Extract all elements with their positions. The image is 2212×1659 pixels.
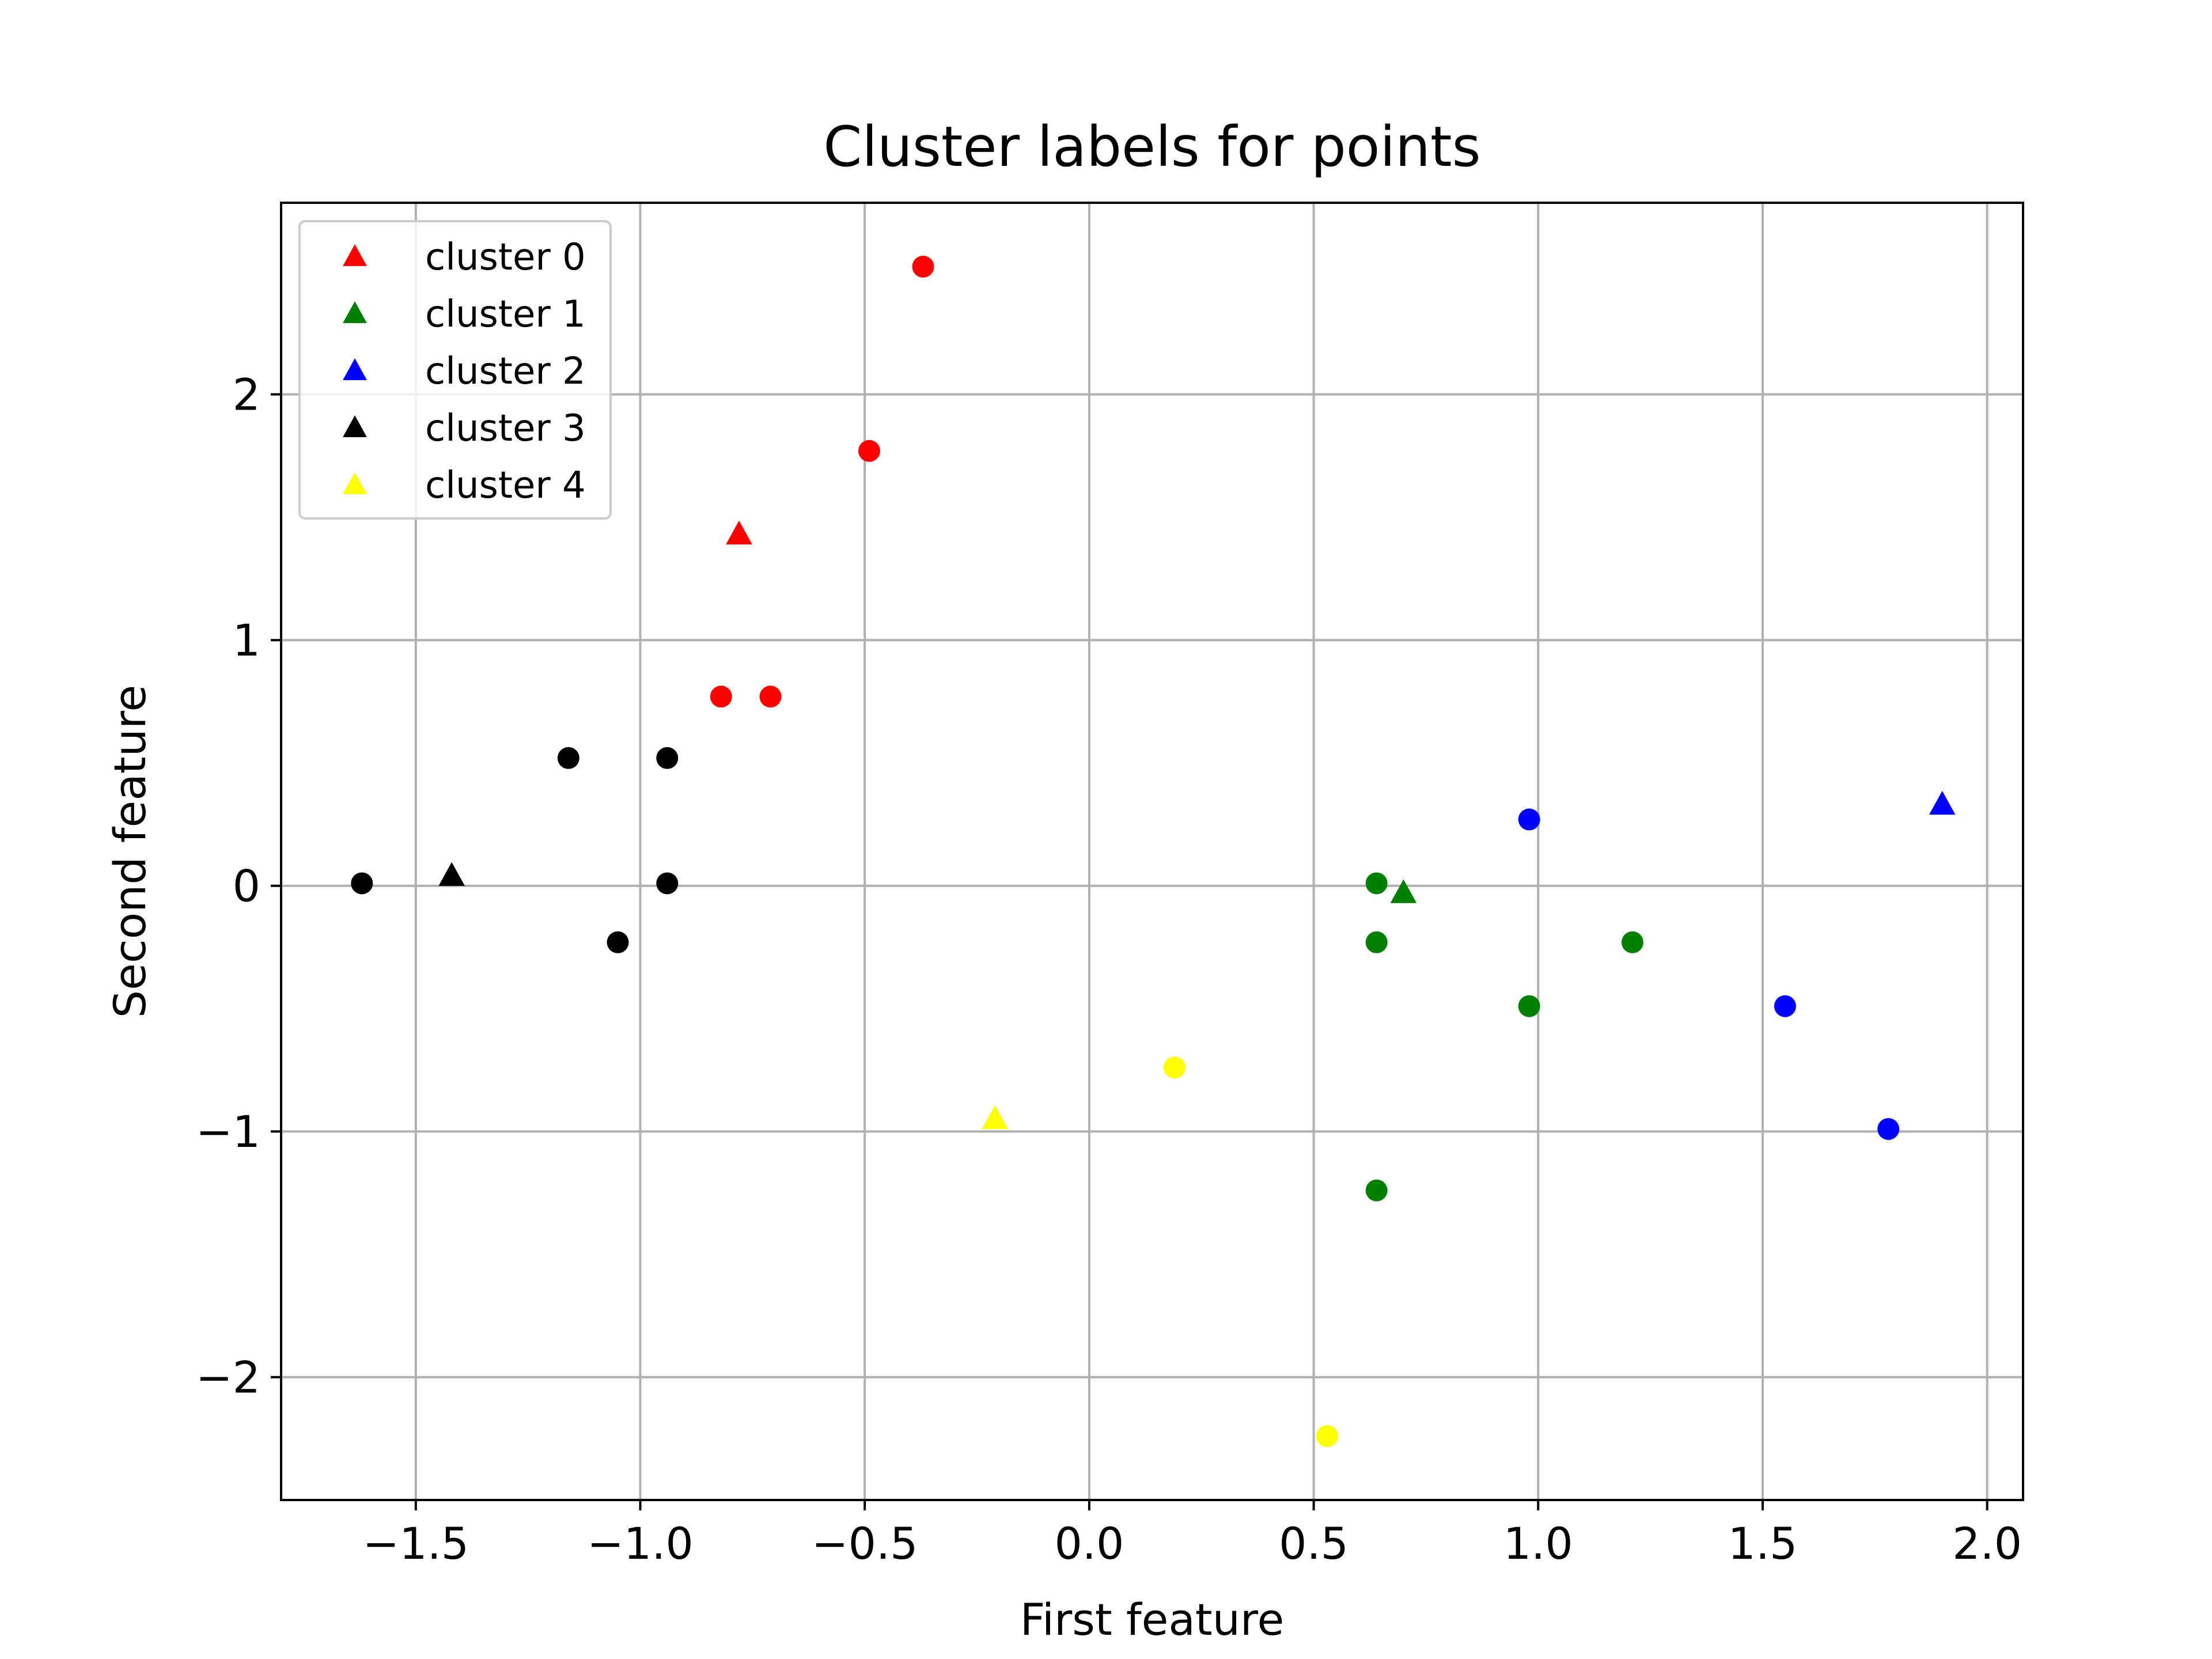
legend-label: cluster 4 [425,464,586,507]
data-point [1774,995,1796,1017]
data-point [912,255,934,278]
x-ticks: −1.5 −1.0 −0.5 0.0 0.5 1.0 1.5 2.0 [363,1500,2022,1569]
cluster-center-marker [982,1105,1009,1130]
legend-box [298,220,612,520]
y-tick-label: 0 [233,861,260,912]
x-tick-label: −1.5 [363,1518,469,1569]
x-tick-label: −0.5 [812,1518,918,1569]
data-point [1877,1118,1900,1140]
data-point [656,747,679,769]
data-point [1163,1056,1185,1079]
y-tick-label: 1 [233,615,260,666]
legend-marker [343,415,367,437]
data-point [1316,1425,1338,1448]
data-point [1518,995,1540,1017]
y-tick-label: 2 [233,369,260,421]
legend-entries: cluster 0 cluster 1 cluster 2 cluster 3 clus… [343,236,586,507]
data-point [1518,808,1540,831]
legend: cluster 0 cluster 1 cluster 2 cluster 3 clus… [298,220,612,520]
legend-label: cluster 2 [425,350,586,393]
data-point [710,685,732,708]
legend-label: cluster 1 [425,293,586,336]
plot-area-frame [280,202,2024,1501]
data-point [351,872,373,895]
cluster-center-marker [726,520,752,545]
data-point [557,747,579,769]
legend-marker [343,301,367,323]
x-tick-label: 1.0 [1503,1518,1573,1569]
y-tick-label: −2 [196,1352,260,1403]
grid [281,203,2023,1500]
y-tick-label: −1 [196,1106,260,1157]
cluster-center-marker [1390,879,1417,903]
data-point [607,931,629,953]
series-cluster-2 [1518,790,1956,1140]
series-cluster-4 [982,1056,1338,1448]
series-cluster-0 [710,255,934,708]
series-cluster-3 [351,747,679,953]
legend-marker [343,472,367,494]
x-tick-label: −1.0 [587,1518,694,1569]
legend-label: cluster 0 [425,236,586,279]
data-point [759,685,782,708]
data-point [656,872,679,895]
data-point [1365,931,1388,953]
legend-entry: cluster 2 [343,350,586,393]
data-point [1365,1179,1388,1202]
cluster-center-marker [1929,790,1956,815]
legend-marker [343,244,367,266]
legend-entry: cluster 1 [343,293,586,336]
series-cluster-1 [1365,872,1643,1202]
legend-entry: cluster 3 [343,407,586,450]
legend-entry: cluster 0 [343,236,586,279]
data-point [858,440,880,462]
data-point [1621,931,1643,953]
y-ticks: −2 −1 0 1 2 [196,369,281,1403]
cluster-center-marker [438,862,465,886]
x-tick-label: 1.5 [1728,1518,1798,1569]
x-axis-label: First feature [1020,1594,1285,1645]
chart-title: Cluster labels for points [823,115,1480,179]
legend-label: cluster 3 [425,407,586,450]
legend-entry: cluster 4 [343,464,586,507]
x-tick-label: 0.0 [1054,1518,1124,1569]
markers [351,255,1956,1448]
x-tick-label: 0.5 [1279,1518,1349,1569]
x-tick-label: 2.0 [1952,1518,2022,1569]
data-point [1365,872,1388,895]
legend-marker [343,358,367,380]
y-axis-label: Second feature [104,685,156,1018]
